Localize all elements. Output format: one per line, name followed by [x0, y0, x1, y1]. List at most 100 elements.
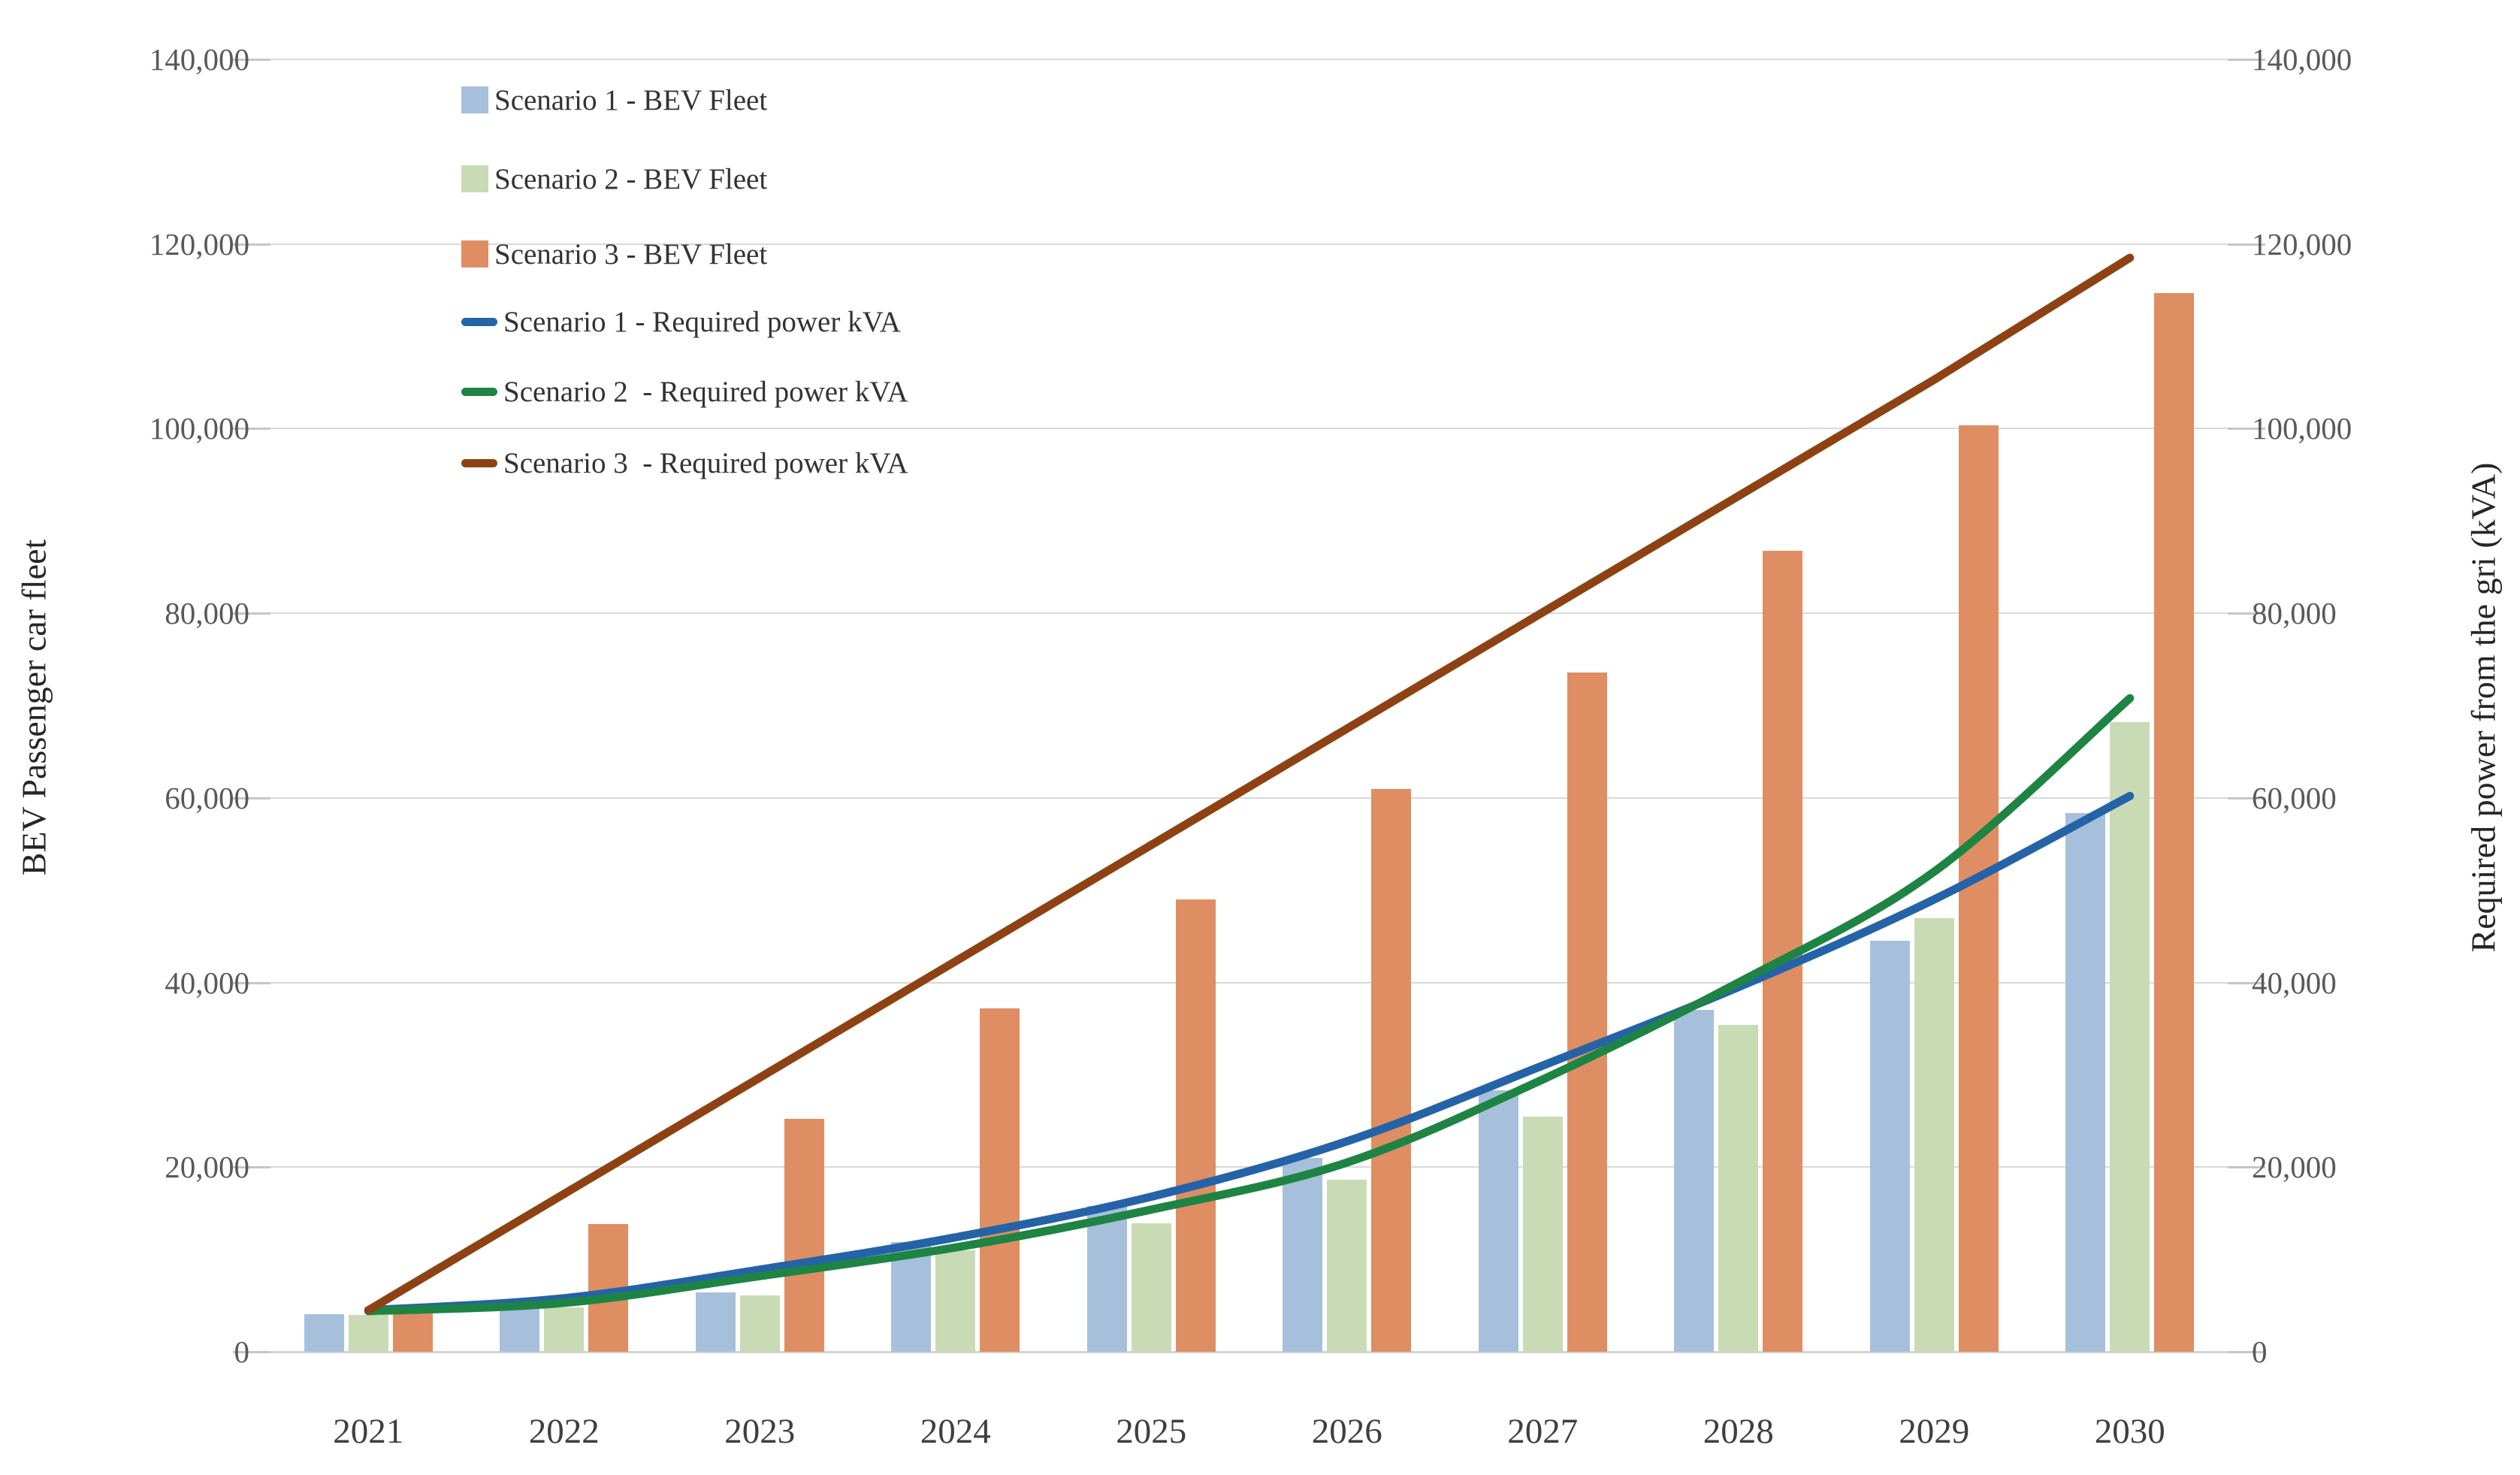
scenario2-power-line-icon — [461, 387, 497, 396]
bar-scenario-2-bev-fleet — [935, 1250, 976, 1352]
left-axis-tick-label: 60,000 — [165, 780, 249, 815]
bar-scenario-1-bev-fleet — [1869, 941, 1910, 1352]
x-axis-year-label: 2021 — [333, 1412, 404, 1451]
legend-item-label: Scenario 3 - Required power kVA — [503, 446, 908, 479]
right-axis-tick-label: 120,000 — [2252, 226, 2352, 261]
right-axis-tick-label: 100,000 — [2252, 411, 2352, 446]
bar-scenario-3-bev-fleet — [588, 1224, 629, 1352]
legend-item-label: Scenario 1 - BEV Fleet — [494, 83, 768, 116]
bar-scenario-3-bev-fleet — [1175, 899, 1216, 1352]
right-tick-mark — [2228, 428, 2265, 431]
x-axis-year-label: 2027 — [1507, 1412, 1579, 1451]
legend-item: Scenario 2 - Required power kVA — [461, 373, 908, 410]
bar-scenario-3-bev-fleet — [980, 1008, 1020, 1352]
right-tick-mark — [2228, 612, 2265, 615]
bar-scenario-1-bev-fleet — [1086, 1205, 1127, 1352]
legend-item: Scenario 3 - Required power kVA — [461, 445, 908, 481]
right-axis-tick-label: 20,000 — [2252, 1150, 2337, 1185]
legend-item: Scenario 3 - BEV Fleet — [461, 236, 767, 272]
left-tick-mark — [233, 1351, 270, 1353]
right-tick-mark — [2228, 796, 2265, 799]
bar-scenario-1-bev-fleet — [1674, 1010, 1715, 1352]
left-tick-mark — [233, 1166, 270, 1169]
bar-scenario-1-bev-fleet — [2065, 812, 2106, 1352]
right-tick-mark — [2228, 1166, 2265, 1169]
gridline — [270, 796, 2228, 799]
right-tick-mark — [2228, 1351, 2265, 1353]
x-axis-year-label: 2024 — [920, 1412, 991, 1451]
left-tick-mark — [233, 243, 270, 246]
x-axis-year-label: 2029 — [1899, 1412, 1970, 1451]
scenario2-fleet-swatch-icon — [461, 165, 488, 192]
x-axis-year-label: 2025 — [1116, 1412, 1187, 1451]
bar-scenario-1-bev-fleet — [1283, 1158, 1323, 1352]
line-scenario-2-required-power-kva — [364, 694, 2135, 1316]
scenario1-power-line-icon — [461, 317, 497, 326]
left-axis-tick-label: 80,000 — [165, 596, 249, 631]
x-axis-year-label: 2022 — [528, 1412, 600, 1451]
x-axis-line — [270, 1351, 2228, 1353]
legend-item-label: Scenario 1 - Required power kVA — [503, 305, 901, 338]
right-axis-tick-label: 40,000 — [2252, 965, 2337, 1000]
bar-scenario-2-bev-fleet — [1718, 1025, 1759, 1352]
right-tick-mark — [2228, 981, 2265, 984]
left-axis-tick-label: 120,000 — [149, 226, 249, 261]
bar-scenario-1-bev-fleet — [1478, 1090, 1518, 1352]
left-tick-mark — [233, 428, 270, 431]
right-axis-tick-label: 140,000 — [2252, 42, 2352, 77]
bar-scenario-3-bev-fleet — [784, 1119, 824, 1352]
left-axis-tick-label: 0 — [234, 1334, 250, 1369]
bar-scenario-1-bev-fleet — [304, 1313, 344, 1352]
right-tick-mark — [2228, 243, 2265, 246]
scenario3-power-line-icon — [461, 458, 497, 467]
bar-scenario-2-bev-fleet — [1327, 1180, 1367, 1352]
bar-scenario-2-bev-fleet — [2110, 722, 2150, 1352]
bar-scenario-1-bev-fleet — [500, 1305, 540, 1352]
legend-item-label: Scenario 2 - Required power kVA — [503, 375, 908, 408]
legend-item: Scenario 1 - Required power kVA — [461, 304, 901, 340]
bar-scenario-2-bev-fleet — [739, 1295, 780, 1352]
right-axis-title: Required power from the gri (kVA) — [2464, 462, 2503, 953]
bar-scenario-1-bev-fleet — [695, 1292, 736, 1352]
x-axis-year-label: 2030 — [2094, 1412, 2165, 1451]
scenario3-fleet-swatch-icon — [461, 240, 488, 267]
bar-scenario-1-bev-fleet — [891, 1241, 932, 1352]
legend-item-label: Scenario 2 - BEV Fleet — [494, 162, 768, 195]
bar-scenario-3-bev-fleet — [2154, 292, 2195, 1352]
left-axis-tick-label: 20,000 — [165, 1150, 249, 1185]
bar-scenario-3-bev-fleet — [392, 1313, 433, 1352]
bar-scenario-2-bev-fleet — [1131, 1223, 1171, 1352]
right-axis-tick-label: 0 — [2252, 1334, 2268, 1369]
legend-item-label: Scenario 3 - BEV Fleet — [494, 237, 768, 271]
gridline — [270, 59, 2228, 60]
left-axis-title: BEV Passenger car fleet — [14, 539, 53, 876]
bar-scenario-3-bev-fleet — [1763, 550, 1803, 1352]
left-axis-tick-label: 40,000 — [165, 965, 249, 1000]
gridline — [270, 612, 2228, 615]
bar-scenario-2-bev-fleet — [348, 1314, 388, 1352]
bar-scenario-2-bev-fleet — [1914, 917, 1954, 1352]
left-tick-mark — [233, 981, 270, 984]
bar-scenario-3-bev-fleet — [1567, 672, 1607, 1352]
legend-item: Scenario 1 - BEV Fleet — [461, 82, 767, 118]
bar-scenario-2-bev-fleet — [544, 1307, 585, 1352]
right-tick-mark — [2228, 59, 2265, 61]
left-tick-mark — [233, 59, 270, 61]
right-axis-tick-label: 60,000 — [2252, 780, 2337, 815]
x-axis-year-label: 2028 — [1703, 1412, 1774, 1451]
left-tick-mark — [233, 796, 270, 799]
bar-scenario-3-bev-fleet — [1958, 425, 1999, 1352]
left-axis-tick-label: 140,000 — [149, 42, 249, 77]
right-axis-tick-label: 80,000 — [2252, 596, 2337, 631]
bar-scenario-3-bev-fleet — [1371, 788, 1412, 1352]
gridline — [270, 243, 2228, 245]
left-tick-mark — [233, 612, 270, 615]
bar-scenario-2-bev-fleet — [1522, 1116, 1563, 1352]
left-axis-tick-label: 100,000 — [149, 411, 249, 446]
scenario1-fleet-swatch-icon — [461, 86, 488, 113]
x-axis-year-label: 2023 — [724, 1412, 796, 1451]
line-scenario-3-required-power-kva — [364, 253, 2135, 1315]
x-axis-year-label: 2026 — [1311, 1412, 1382, 1451]
line-scenario-1-required-power-kva — [364, 791, 2135, 1315]
